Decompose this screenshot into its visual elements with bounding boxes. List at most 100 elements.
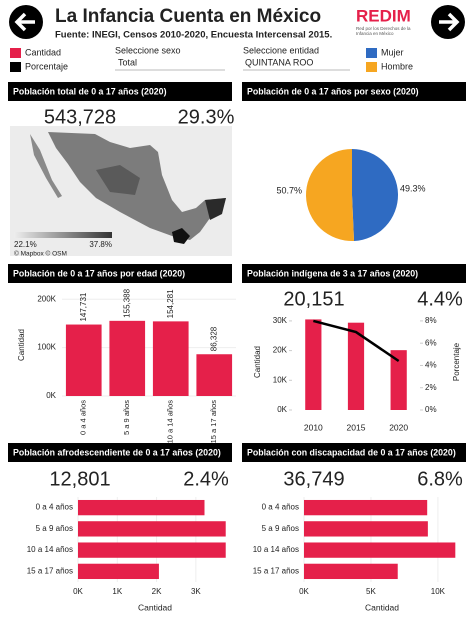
y-tick-label: 5 a 9 años — [36, 524, 73, 533]
panel-title-bar — [8, 82, 232, 101]
kpi-value: 543,728 — [44, 106, 116, 128]
x-tick-label: 5K — [366, 587, 376, 596]
y-tick-label: 5 a 9 años — [262, 524, 299, 533]
y-tick-label: 200K — [37, 294, 56, 303]
kpi-value: 29.3% — [178, 106, 235, 128]
panel-title: Población de 0 a 17 años por sexo (2020) — [247, 86, 419, 96]
legend-label: Porcentaje — [25, 61, 68, 71]
x-tick-label: 0K — [73, 587, 83, 596]
x-tick-label: 5 a 9 años — [122, 400, 131, 435]
data-label: 50.7% — [276, 185, 302, 195]
bar — [152, 321, 189, 396]
map-region — [96, 165, 140, 195]
logo-caption: Red por los Derechos de la Infancia en M… — [356, 26, 411, 36]
legend-label: Cantidad — [25, 47, 61, 57]
data-label: 155,388 — [122, 288, 131, 317]
bar — [304, 499, 428, 516]
legend-swatch — [366, 62, 377, 72]
legend-label: Mujer — [381, 47, 404, 57]
legend-swatch — [10, 62, 21, 72]
map-region — [30, 134, 62, 198]
x-axis-label: Cantidad — [138, 602, 172, 612]
x-tick-label: 2015 — [347, 422, 366, 432]
page-title: La Infancia Cuenta en México — [55, 6, 321, 27]
x-tick-label: 15 a 17 años — [209, 400, 218, 444]
x-tick-label: 0K — [299, 587, 309, 596]
panel-title-bar — [242, 264, 466, 283]
legend-swatch — [366, 48, 377, 58]
kpi-value: 2.4% — [183, 468, 229, 490]
filter-label: Seleccione entidad — [243, 45, 319, 55]
x-tick-label: 3K — [191, 587, 201, 596]
forward-button[interactable] — [431, 5, 465, 39]
pie-slice — [306, 149, 355, 241]
y-tick-label: 0K — [277, 405, 287, 414]
line — [313, 319, 400, 363]
bar — [390, 350, 407, 410]
y-tick-label: 10K — [273, 375, 288, 384]
x-tick-label: 2020 — [389, 422, 408, 432]
y-tick-label: 100K — [37, 343, 56, 352]
y2-axis-label: Porcentaje — [452, 342, 461, 381]
panel-title: Población de 0 a 17 años por edad (2020) — [13, 268, 185, 278]
x-tick-label: 10 a 14 años — [166, 400, 175, 444]
kpi-value: 4.4% — [417, 288, 463, 310]
y-axis-label: Cantidad — [17, 329, 26, 361]
data-label: 147,731 — [79, 292, 88, 321]
legend-swatch — [10, 48, 21, 58]
map-region-selected — [205, 198, 226, 220]
legend-range-label: 37.8% — [89, 240, 112, 249]
map-region — [172, 228, 190, 244]
bar — [65, 324, 102, 396]
y-tick-label: 10 a 14 años — [27, 545, 73, 554]
pie-slice — [352, 149, 398, 241]
back-button[interactable] — [9, 5, 43, 39]
y-tick-label: 0 a 4 años — [262, 503, 299, 512]
bar — [196, 354, 233, 396]
bar — [78, 542, 226, 558]
y-tick-label: 20K — [273, 346, 288, 355]
x-tick-label: 2K — [152, 587, 162, 596]
kpi-value: 6.8% — [417, 468, 463, 490]
y-tick-label: 0K — [46, 391, 56, 400]
data-label: 154,281 — [166, 289, 175, 318]
y-axis-label: Cantidad — [253, 346, 262, 378]
y2-tick-label: 0% — [425, 405, 437, 414]
x-tick-label: 2010 — [304, 422, 323, 432]
y-tick-label: 15 a 17 años — [27, 566, 73, 575]
x-tick-label: 10K — [431, 587, 446, 596]
legend-label: Hombre — [381, 61, 413, 71]
data-label: 86,328 — [209, 326, 218, 351]
legend-range-label: 22.1% — [14, 240, 37, 249]
panel-title: Población con discapacidad de 0 a 17 año… — [247, 447, 456, 457]
bar — [78, 499, 205, 516]
panel-title: Población indígena de 3 a 17 años (2020) — [247, 268, 418, 278]
panel-title-bar — [242, 443, 466, 462]
x-tick-label: 1K — [112, 587, 122, 596]
x-tick-label: 0 a 4 años — [79, 400, 88, 435]
x-axis-label: Cantidad — [365, 602, 399, 612]
panel-title-bar — [8, 443, 232, 462]
kpi-value: 20,151 — [283, 288, 344, 310]
y-tick-label: 10 a 14 años — [253, 545, 299, 554]
bar — [347, 322, 365, 410]
bar — [304, 542, 456, 558]
panel-title: Población afrodescendiente de 0 a 17 año… — [13, 447, 221, 457]
logo: REDIM — [356, 6, 411, 25]
y-tick-label: 30K — [273, 316, 288, 325]
bar — [78, 563, 159, 580]
panel-title-bar — [8, 264, 232, 283]
map — [10, 126, 232, 256]
subtitle: Fuente: INEGI, Censos 2010-2020, Encuest… — [55, 30, 332, 41]
filter-value[interactable]: Total — [118, 57, 137, 67]
filter-value[interactable]: QUINTANA ROO — [245, 57, 313, 67]
y2-tick-label: 4% — [425, 361, 437, 370]
y2-tick-label: 6% — [425, 338, 437, 347]
y-tick-label: 15 a 17 años — [253, 566, 299, 575]
panel-title: Población total de 0 a 17 años (2020) — [13, 86, 167, 96]
bar — [304, 521, 428, 537]
y-tick-label: 0 a 4 años — [36, 503, 73, 512]
filter-label: Seleccione sexo — [115, 45, 181, 55]
